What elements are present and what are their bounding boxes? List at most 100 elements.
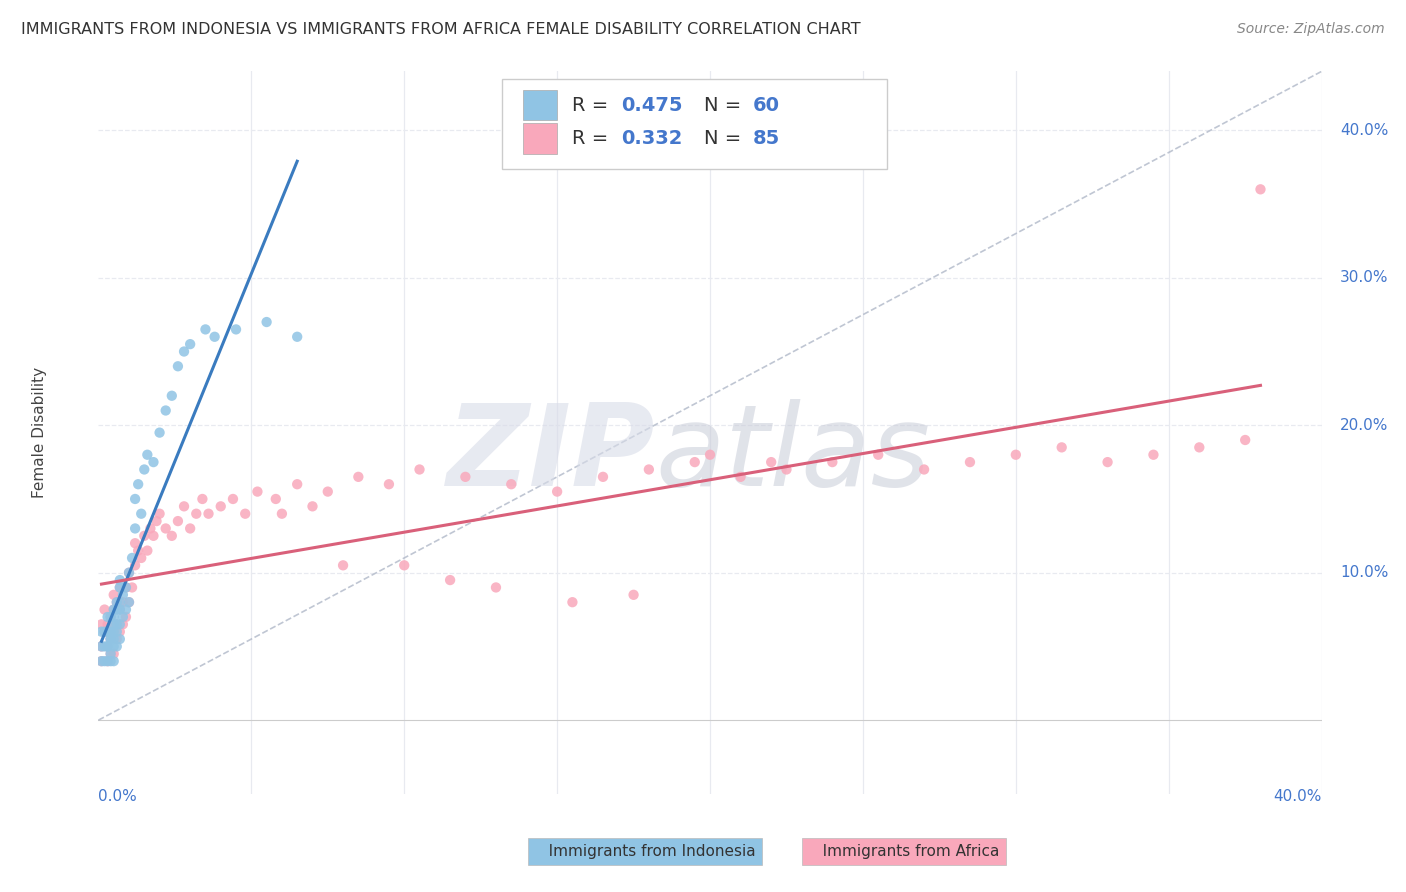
Point — [111, 610, 134, 624]
Point — [186, 507, 208, 521]
Point — [136, 448, 159, 462]
Point — [124, 491, 146, 506]
FancyBboxPatch shape — [502, 78, 887, 169]
Point — [730, 470, 752, 484]
Text: ZIP: ZIP — [447, 399, 655, 510]
Text: atlas: atlas — [655, 399, 931, 510]
Point — [134, 529, 156, 543]
Point — [100, 647, 122, 661]
Text: R =: R = — [572, 95, 614, 115]
Point — [1188, 441, 1211, 455]
Point — [100, 654, 122, 668]
Text: 40.0%: 40.0% — [1340, 123, 1388, 138]
Point — [129, 507, 152, 521]
Point — [93, 654, 115, 668]
Point — [1004, 448, 1026, 462]
Point — [1249, 182, 1271, 196]
Point — [124, 558, 146, 573]
Point — [127, 543, 149, 558]
Point — [912, 462, 935, 476]
Point — [105, 624, 128, 639]
Point — [108, 602, 131, 616]
Point — [868, 448, 890, 462]
Point — [759, 455, 782, 469]
Point — [93, 602, 115, 616]
Point — [821, 455, 844, 469]
Point — [108, 602, 131, 616]
Text: IMMIGRANTS FROM INDONESIA VS IMMIGRANTS FROM AFRICA FEMALE DISABILITY CORRELATIO: IMMIGRANTS FROM INDONESIA VS IMMIGRANTS … — [21, 22, 860, 37]
Text: N =: N = — [704, 95, 748, 115]
Point — [105, 617, 128, 632]
Point — [301, 500, 323, 514]
Point — [204, 330, 226, 344]
Point — [959, 455, 981, 469]
Point — [100, 610, 122, 624]
Point — [179, 521, 201, 535]
Point — [105, 602, 128, 616]
Point — [246, 484, 269, 499]
Point — [149, 425, 172, 440]
Point — [103, 647, 125, 661]
Point — [592, 470, 614, 484]
Point — [115, 610, 138, 624]
Point — [127, 477, 149, 491]
Point — [121, 551, 143, 566]
Text: 60: 60 — [752, 95, 780, 115]
Point — [179, 337, 201, 351]
Point — [111, 588, 134, 602]
Point — [347, 470, 370, 484]
Point — [111, 617, 134, 632]
Point — [129, 551, 152, 566]
Point — [108, 573, 131, 587]
Point — [561, 595, 583, 609]
Point — [105, 595, 128, 609]
Point — [1097, 455, 1119, 469]
Point — [134, 462, 156, 476]
Point — [501, 477, 523, 491]
Text: 40.0%: 40.0% — [1274, 789, 1322, 805]
Point — [173, 344, 195, 359]
Text: 0.475: 0.475 — [620, 95, 682, 115]
Point — [194, 322, 217, 336]
Point — [90, 654, 112, 668]
Point — [100, 610, 122, 624]
FancyBboxPatch shape — [523, 90, 557, 120]
Point — [191, 491, 214, 506]
Point — [108, 595, 131, 609]
Point — [90, 640, 112, 654]
Point — [392, 558, 416, 573]
Point — [115, 581, 138, 595]
Point — [1050, 441, 1073, 455]
Point — [439, 573, 461, 587]
Point — [173, 500, 195, 514]
Point — [103, 617, 125, 632]
Point — [97, 654, 120, 668]
Point — [332, 558, 354, 573]
Point — [103, 602, 125, 616]
Point — [197, 507, 219, 521]
Point — [100, 624, 122, 639]
Point — [623, 588, 645, 602]
Point — [103, 654, 125, 668]
Point — [103, 624, 125, 639]
Text: Immigrants from Africa: Immigrants from Africa — [808, 845, 1000, 859]
Text: 0.0%: 0.0% — [98, 789, 138, 805]
Point — [108, 581, 131, 595]
Point — [93, 624, 115, 639]
Point — [97, 640, 120, 654]
Point — [142, 529, 165, 543]
FancyBboxPatch shape — [523, 123, 557, 153]
Point — [699, 448, 721, 462]
Point — [142, 455, 165, 469]
Point — [105, 617, 128, 632]
Point — [100, 632, 122, 646]
Text: Female Disability: Female Disability — [32, 367, 48, 499]
Point — [454, 470, 477, 484]
Point — [408, 462, 430, 476]
Point — [149, 507, 172, 521]
Point — [118, 595, 141, 609]
Point — [108, 632, 131, 646]
Point — [378, 477, 401, 491]
Point — [90, 640, 112, 654]
Point — [105, 595, 128, 609]
